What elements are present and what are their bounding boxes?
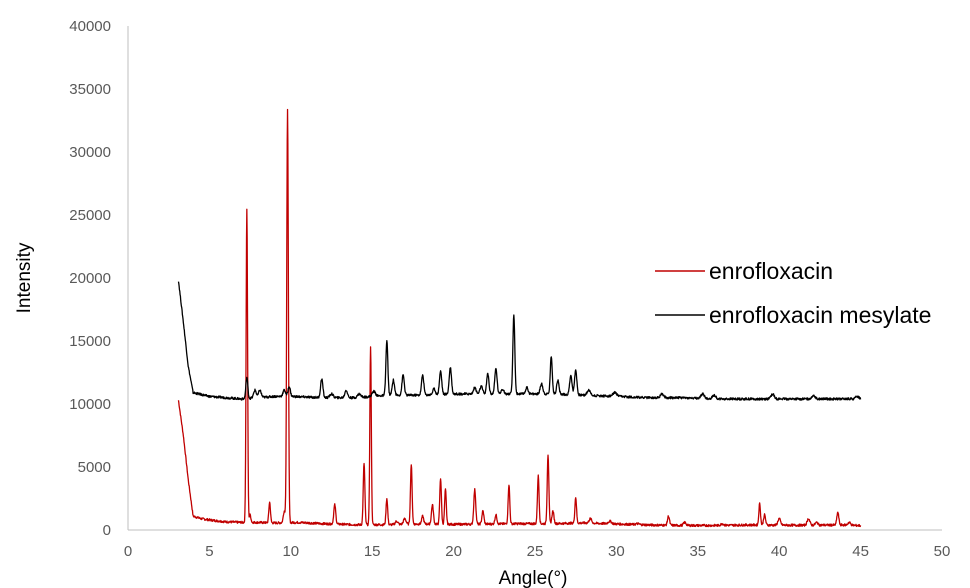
series-lines <box>177 108 862 528</box>
x-tick-label: 35 <box>689 543 706 560</box>
x-axis-title: Angle(°) <box>499 568 568 588</box>
x-tick-label: 20 <box>445 543 462 560</box>
legend-label-enrofloxacin-mesylate: enrofloxacin mesylate <box>709 302 931 328</box>
y-tick-labels: 0 5000 10000 15000 20000 25000 30000 35000 40000 <box>69 18 111 539</box>
x-tick-labels: 0 5 10 15 20 25 30 35 40 45 50 <box>124 543 951 560</box>
y-tick-label: 0 <box>103 522 111 539</box>
x-tick-label: 40 <box>771 543 788 560</box>
x-tick-label: 50 <box>934 543 951 560</box>
y-tick-label: 25000 <box>69 207 111 224</box>
y-tick-label: 20000 <box>69 270 111 287</box>
x-tick-label: 5 <box>205 543 213 560</box>
series-line-enrofloxacin <box>177 108 862 528</box>
x-tick-label: 0 <box>124 543 132 560</box>
y-tick-label: 5000 <box>78 459 111 476</box>
y-tick-label: 35000 <box>69 81 111 98</box>
legend: enrofloxacin enrofloxacin mesylate <box>655 258 931 328</box>
y-tick-label: 15000 <box>69 333 111 350</box>
series-line-enrofloxacin-mesylate <box>177 281 862 401</box>
y-tick-label: 10000 <box>69 396 111 413</box>
x-tick-label: 25 <box>527 543 544 560</box>
x-tick-label: 30 <box>608 543 625 560</box>
legend-label-enrofloxacin: enrofloxacin <box>709 258 833 284</box>
y-tick-label: 40000 <box>69 18 111 35</box>
x-tick-label: 10 <box>282 543 299 560</box>
y-axis-title: Intensity <box>14 242 35 313</box>
x-tick-label: 45 <box>852 543 869 560</box>
y-tick-label: 30000 <box>69 144 111 161</box>
x-tick-label: 15 <box>364 543 381 560</box>
